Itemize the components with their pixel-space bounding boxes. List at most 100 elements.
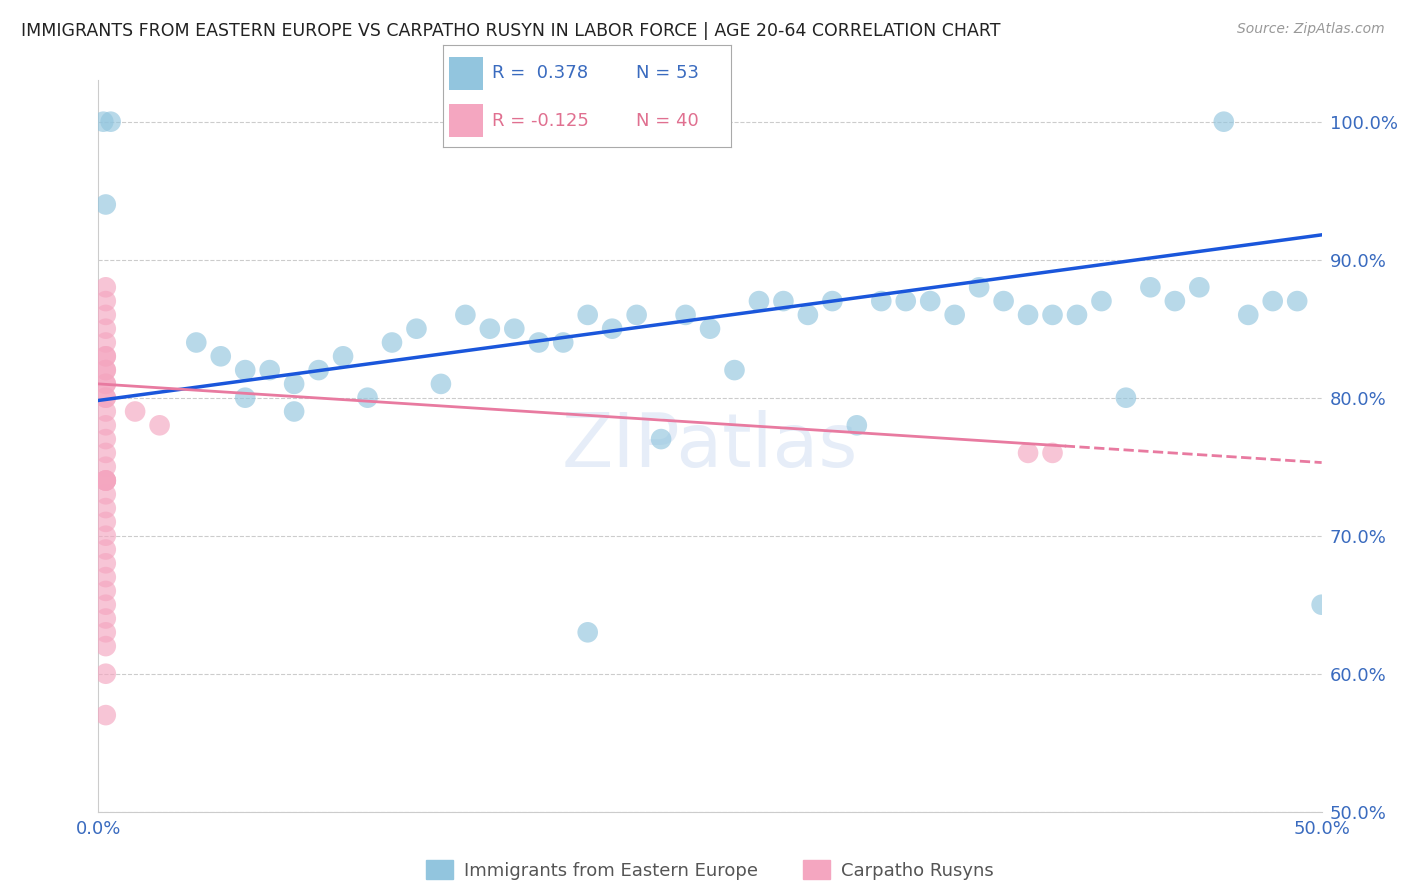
Point (430, 376, 453, 391)
Point (94, 625, 117, 640)
Point (381, 335, 404, 350)
Point (1066, 308, 1088, 322)
Point (943, 308, 966, 322)
Point (94, 391, 117, 405)
Point (503, 321, 526, 335)
Point (1237, 308, 1260, 322)
Point (94, 474, 117, 488)
Point (94, 611, 117, 625)
Point (209, 349, 232, 363)
Point (91, 114, 114, 128)
Point (576, 308, 599, 322)
Point (478, 321, 501, 335)
Point (576, 625, 599, 640)
Point (94, 349, 117, 363)
Point (259, 363, 281, 377)
Point (94, 515, 117, 529)
Point (797, 308, 820, 322)
Point (94, 446, 117, 460)
Point (1139, 280, 1161, 294)
Point (1017, 308, 1039, 322)
Point (993, 294, 1015, 309)
Point (94, 418, 117, 433)
Point (94, 376, 117, 391)
Point (1286, 294, 1309, 309)
Point (1042, 446, 1064, 460)
Point (233, 363, 256, 377)
Point (94, 459, 117, 474)
Point (94, 363, 117, 377)
Point (94, 197, 117, 211)
FancyBboxPatch shape (449, 57, 484, 90)
Point (553, 335, 575, 350)
Point (94, 294, 117, 309)
Point (94, 542, 117, 557)
Point (405, 321, 427, 335)
Point (1090, 294, 1112, 309)
Point (845, 418, 868, 433)
Point (772, 294, 794, 309)
Text: N = 40: N = 40 (636, 112, 699, 129)
Point (1188, 280, 1211, 294)
Point (94, 474, 117, 488)
Point (94, 432, 117, 446)
Point (94, 349, 117, 363)
FancyBboxPatch shape (449, 104, 484, 137)
Point (94, 404, 117, 418)
Point (94, 487, 117, 501)
Point (454, 308, 477, 322)
Point (356, 391, 378, 405)
Point (1017, 446, 1039, 460)
Point (1164, 294, 1187, 309)
Point (1310, 598, 1333, 612)
Point (527, 335, 550, 350)
Point (1261, 294, 1284, 309)
Point (920, 294, 942, 309)
Point (723, 363, 745, 377)
Point (748, 294, 770, 309)
Text: IMMIGRANTS FROM EASTERN EUROPE VS CARPATHO RUSYN IN LABOR FORCE | AGE 20-64 CORR: IMMIGRANTS FROM EASTERN EUROPE VS CARPAT… (21, 22, 1001, 40)
Point (94, 557, 117, 571)
Point (186, 335, 208, 350)
Legend: Immigrants from Eastern Europe, Carpatho Rusyns: Immigrants from Eastern Europe, Carpatho… (419, 853, 1001, 887)
Point (149, 418, 172, 433)
Point (650, 432, 672, 446)
Point (870, 294, 893, 309)
Point (1115, 391, 1137, 405)
Point (308, 363, 330, 377)
Point (94, 570, 117, 584)
Text: Source: ZipAtlas.com: Source: ZipAtlas.com (1237, 22, 1385, 37)
Point (94, 598, 117, 612)
Point (94, 474, 117, 488)
Point (94, 474, 117, 488)
Point (1042, 308, 1064, 322)
Text: R = -0.125: R = -0.125 (492, 112, 589, 129)
Point (94, 639, 117, 653)
Point (94, 391, 117, 405)
Point (94, 529, 117, 543)
Point (94, 666, 117, 681)
Point (821, 294, 844, 309)
Point (100, 114, 122, 128)
Point (94, 321, 117, 335)
Point (124, 404, 146, 418)
Point (600, 321, 623, 335)
Point (675, 308, 697, 322)
Point (94, 363, 117, 377)
Point (894, 294, 917, 309)
Point (233, 391, 256, 405)
Text: N = 53: N = 53 (636, 64, 699, 82)
Point (967, 280, 990, 294)
Point (94, 308, 117, 322)
Point (94, 583, 117, 598)
Point (1212, 114, 1234, 128)
Point (94, 280, 117, 294)
Point (626, 308, 648, 322)
Point (94, 501, 117, 516)
Text: ZIPatlas: ZIPatlas (562, 409, 858, 483)
Point (283, 376, 305, 391)
Point (283, 404, 305, 418)
Point (94, 335, 117, 350)
Point (94, 376, 117, 391)
Point (94, 708, 117, 723)
